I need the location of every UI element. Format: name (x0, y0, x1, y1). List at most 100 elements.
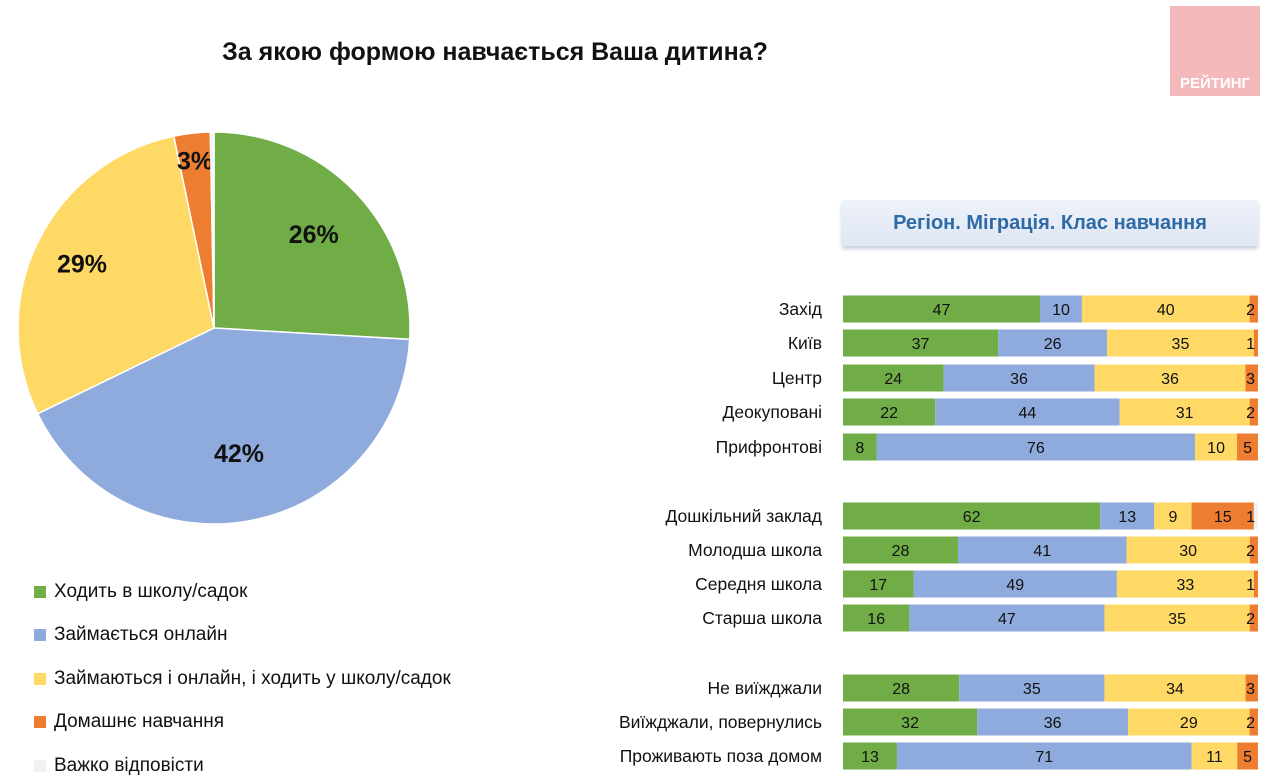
bar-value: 62 (963, 509, 981, 526)
bar-segment (935, 398, 1120, 426)
bar-value: 15 (1214, 509, 1232, 526)
bar-segment (843, 295, 1041, 323)
bar-segment (1245, 364, 1258, 392)
bar-segment (1104, 674, 1246, 702)
legend-item: Займаються і онлайн, і ходить у школу/са… (34, 657, 451, 701)
bar-segment (1249, 536, 1258, 564)
pie-label: 26% (289, 221, 339, 249)
row-label: Дошкільний заклад (665, 506, 822, 526)
bar-value: 30 (1179, 543, 1197, 560)
bar-value: 29 (1180, 715, 1198, 732)
chart-title: За якою формою навчається Ваша дитина? (222, 38, 768, 66)
bar-segment (913, 570, 1117, 598)
bar-segment (1104, 604, 1250, 632)
bar-segment (1249, 398, 1258, 426)
pie-slice (36, 327, 411, 525)
bar-value: 35 (1168, 611, 1186, 628)
bar-segment (1107, 329, 1254, 357)
bar-segment (1094, 364, 1246, 392)
bar-value: 24 (884, 371, 902, 388)
row-label: Середня школа (695, 574, 822, 594)
bar-value: 35 (1023, 681, 1041, 698)
legend-swatch (34, 716, 46, 729)
bar-value: 10 (1052, 302, 1070, 319)
row-label: Захід (779, 299, 822, 319)
pie-label: 42% (214, 440, 264, 468)
legend-swatch (34, 759, 46, 772)
bar-segment (843, 570, 914, 598)
row-label: Виїжджали, повернулись (619, 712, 822, 732)
bar-value: 47 (998, 611, 1016, 628)
bar-value: 5 (1243, 440, 1252, 457)
row-label: Проживають поза домом (620, 746, 822, 766)
bar-segment (843, 604, 910, 632)
bar-segment (1249, 604, 1258, 632)
bar-chart-header: Регіон. Міграція. Клас навчання (842, 200, 1258, 246)
pie-slice (209, 131, 215, 329)
row-label: Київ (788, 333, 822, 353)
pie-label: 29% (57, 250, 107, 278)
bar-value: 3 (1246, 371, 1255, 388)
legend-swatch (34, 672, 46, 685)
bar-segment (943, 364, 1095, 392)
legend-swatch (34, 629, 46, 642)
bar-value: 44 (1019, 405, 1037, 422)
bar-value: 10 (1207, 440, 1225, 457)
pie-legend: Ходить в школу/садок Займається онлайн Зай… (34, 570, 451, 778)
bar-value: 2 (1246, 405, 1255, 422)
bar-segment (1195, 433, 1238, 461)
bar-value: 31 (1176, 405, 1194, 422)
legend-label: Займається онлайн (54, 624, 228, 646)
bar-segment (1237, 742, 1258, 770)
bar-value: 1 (1246, 577, 1255, 594)
bar-segment (843, 674, 960, 702)
bar-segment (1040, 295, 1082, 323)
bar-value: 28 (892, 681, 910, 698)
bar-segment (1154, 502, 1192, 530)
bar-segment (843, 742, 897, 770)
row-label: Старша школа (702, 608, 822, 628)
bar-segment (1253, 329, 1258, 357)
bar-segment (896, 742, 1192, 770)
legend-item: Домашнє навчання (34, 701, 451, 745)
bar-segment (843, 329, 999, 357)
row-label: Прифронтові (716, 437, 822, 457)
bar-value: 17 (869, 577, 887, 594)
bar-value: 2 (1246, 302, 1255, 319)
bar-value: 3 (1246, 681, 1255, 698)
bar-segment (876, 433, 1196, 461)
bar-segment (1191, 742, 1238, 770)
bar-value: 34 (1166, 681, 1184, 698)
bar-segment (958, 536, 1127, 564)
bar-segment (998, 329, 1108, 357)
legend-label: Займаються і онлайн, і ходить у школу/са… (54, 667, 451, 689)
bar-value: 8 (855, 440, 864, 457)
bar-value: 35 (1172, 336, 1190, 353)
bar-segment (843, 536, 959, 564)
bar-value: 28 (892, 543, 910, 560)
bar-segment (1237, 433, 1258, 461)
row-label: Деокуповані (722, 402, 822, 422)
bar-value: 49 (1006, 577, 1024, 594)
bar-segment (909, 604, 1105, 632)
legend-item: Займається онлайн (34, 614, 451, 658)
bar-value: 2 (1246, 543, 1255, 560)
rating-logo: РЕЙТИНГ (1170, 6, 1260, 96)
bar-segment (843, 433, 877, 461)
bar-value: 1 (1246, 336, 1255, 353)
legend-label: Важко відповісти (54, 754, 204, 776)
bar-value: 11 (1206, 749, 1223, 766)
bar-segment (1253, 570, 1258, 598)
bar-segment (977, 708, 1129, 736)
row-label: Центр (772, 368, 822, 388)
bar-segment (1191, 502, 1254, 530)
bar-value: 26 (1044, 336, 1062, 353)
bar-segment (1249, 708, 1258, 736)
bar-value: 40 (1157, 302, 1175, 319)
bar-value: 36 (1161, 371, 1179, 388)
pie-chart: 26% 42% 29% 3% (17, 131, 411, 525)
bar-value: 22 (880, 405, 898, 422)
bar-value: 13 (1118, 509, 1136, 526)
bar-value: 1 (1246, 509, 1255, 526)
